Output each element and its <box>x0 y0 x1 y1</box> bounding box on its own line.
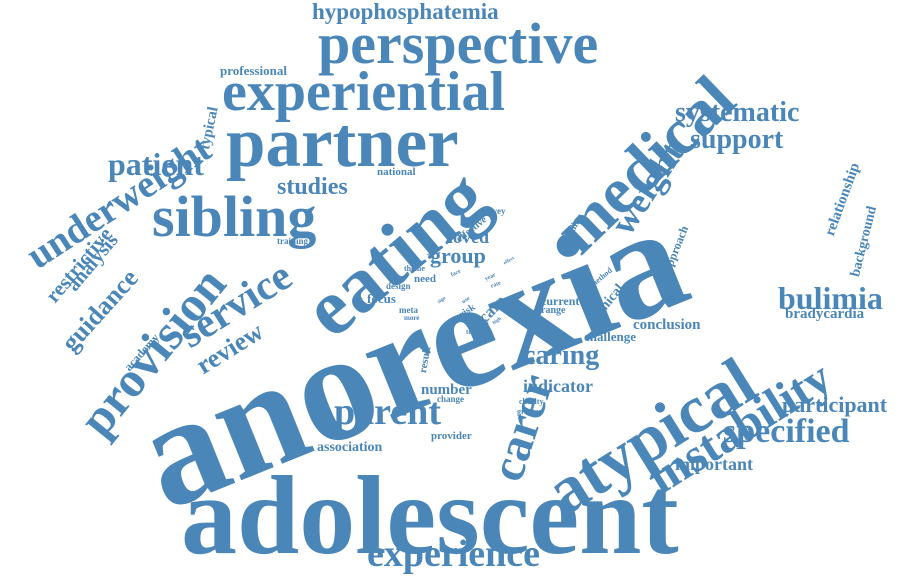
word-number: number <box>421 382 472 398</box>
word-experience: experience <box>367 533 541 575</box>
word-hypophosphatemia: hypophosphatemia <box>312 0 499 24</box>
word-systematic: systematic <box>675 97 800 128</box>
word-survey: survey <box>480 206 506 216</box>
word-group: group <box>430 243 486 268</box>
word-loved: loved <box>448 227 490 247</box>
word-partner: partner <box>226 104 459 182</box>
word-provider: provider <box>431 430 472 442</box>
word-specified: specified <box>723 413 850 450</box>
word-patient: patient <box>108 146 204 182</box>
word-charity: charity <box>519 397 544 406</box>
word-challenge: challenge <box>584 329 636 344</box>
word-background: background <box>848 204 881 279</box>
word-perspective: perspective <box>318 11 599 76</box>
word-training: training <box>277 236 309 246</box>
word-studies: studies <box>277 174 348 200</box>
word-conclusion: conclusion <box>633 317 701 333</box>
word-loss: loss <box>467 315 489 330</box>
word-caring: caring <box>523 340 600 371</box>
word-focus: focus <box>367 291 396 306</box>
word-typical: typical <box>197 105 222 152</box>
word-change: change <box>437 394 464 404</box>
word-relationship: relationship <box>822 160 864 239</box>
word-total: total <box>466 328 480 336</box>
word-meta: meta <box>399 305 418 315</box>
word-greater: greater <box>517 407 542 416</box>
word-theme: theme <box>404 264 425 273</box>
word-national: national <box>377 166 416 178</box>
word-indicator: indicator <box>523 376 593 396</box>
word-professional: professional <box>220 63 287 78</box>
word-important: important <box>675 454 753 474</box>
word-bradycardia: bradycardia <box>785 306 865 322</box>
word-adolescent: adolescent <box>181 454 679 578</box>
word-parent: parent <box>334 391 441 433</box>
word-current: current <box>541 294 580 308</box>
word-more: more <box>404 314 420 322</box>
word-sibling: sibling <box>152 184 317 249</box>
word-participant: participant <box>782 392 888 417</box>
word-support: support <box>690 124 784 155</box>
word-design: design <box>386 281 411 291</box>
word-bulimia: bulimia <box>778 280 883 316</box>
word-range: range <box>541 305 566 316</box>
word-association: association <box>317 440 383 455</box>
word-rapid: rapid <box>471 340 486 346</box>
word-need: need <box>414 273 436 285</box>
word-experiential: experiential <box>222 61 506 123</box>
